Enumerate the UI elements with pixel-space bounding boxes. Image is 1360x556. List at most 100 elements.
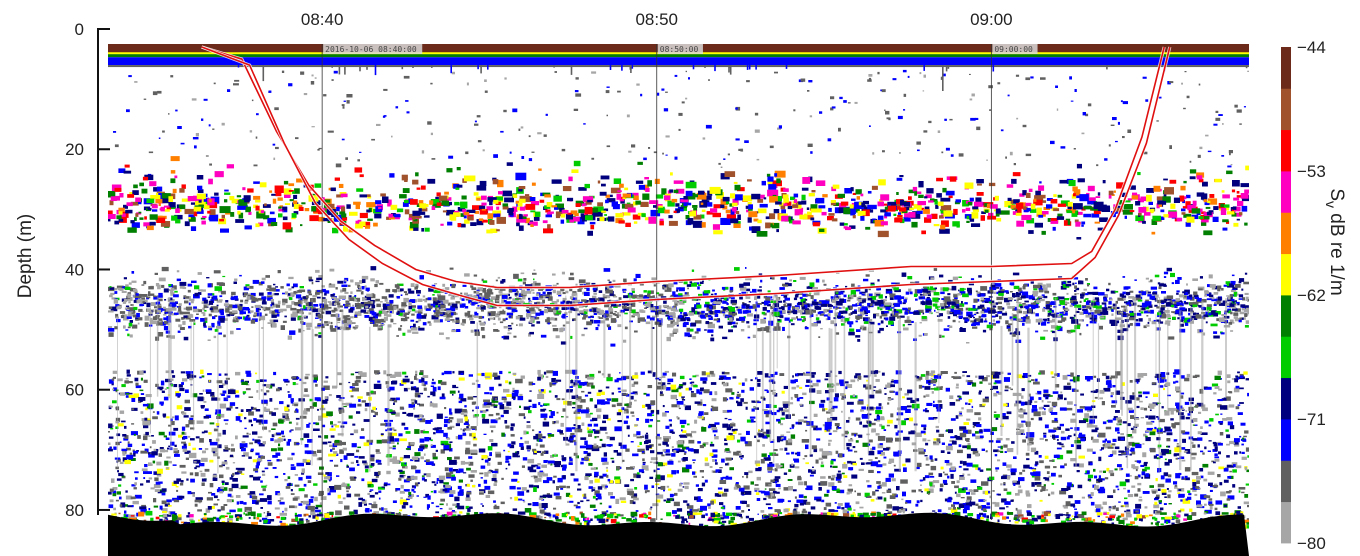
echo-sample xyxy=(1131,310,1134,313)
echo-sample xyxy=(284,315,287,318)
echo-sample xyxy=(1163,276,1167,278)
echo-sample xyxy=(1158,286,1162,290)
echo-sample xyxy=(919,322,922,324)
echo-sample xyxy=(233,83,239,86)
echo-sample xyxy=(560,422,564,427)
echo-sample xyxy=(722,300,727,304)
echo-sample xyxy=(1170,272,1175,278)
echo-sample xyxy=(1199,146,1203,150)
echo-sample xyxy=(148,151,154,154)
echo-sample xyxy=(313,375,318,381)
echo-sample xyxy=(440,308,445,312)
echo-sample xyxy=(1166,267,1172,272)
echo-sample xyxy=(1142,443,1145,445)
echo-sample xyxy=(475,300,479,304)
echo-sample xyxy=(193,322,196,325)
echo-sample xyxy=(410,459,414,462)
echo-sample xyxy=(157,284,161,290)
echo-sample xyxy=(417,313,422,316)
echo-sample xyxy=(805,444,809,450)
echo-sample xyxy=(1033,293,1038,297)
echo-sample xyxy=(327,321,331,324)
echo-sample xyxy=(321,288,326,293)
echo-sample xyxy=(1038,397,1042,400)
echo-sample xyxy=(819,111,823,114)
echo-sample xyxy=(830,304,834,307)
echo-sample xyxy=(665,154,668,156)
echo-sample xyxy=(125,393,130,395)
echo-sample xyxy=(942,73,946,77)
echo-sample xyxy=(254,439,261,444)
echo-sample xyxy=(275,304,281,308)
echo-sample xyxy=(393,291,397,294)
echo-sample xyxy=(417,294,420,297)
echo-sample xyxy=(471,287,477,291)
echo-sample xyxy=(967,287,972,292)
echo-sample xyxy=(1130,447,1135,452)
echo-sample xyxy=(406,498,410,501)
echo-sample xyxy=(451,312,454,316)
echo-sample xyxy=(873,314,876,319)
echo-sample xyxy=(841,316,846,319)
echo-sample xyxy=(1171,299,1176,303)
echo-sample xyxy=(283,473,286,475)
echo-sample xyxy=(404,305,408,307)
echo-sample xyxy=(745,310,749,314)
echo-sample xyxy=(933,267,938,271)
echo-sample xyxy=(197,292,202,295)
echo-sample xyxy=(274,507,280,510)
echo-sample xyxy=(555,335,560,339)
echo-sample xyxy=(746,321,750,324)
echo-sample xyxy=(136,299,143,303)
echo-sample xyxy=(1234,451,1238,455)
echo-sample xyxy=(1229,153,1231,156)
echo-sample xyxy=(885,110,890,115)
echo-sample xyxy=(783,304,786,307)
echo-sample xyxy=(966,342,970,344)
echo-sample xyxy=(392,289,398,292)
echo-sample xyxy=(1074,282,1077,284)
echo-sample xyxy=(349,297,355,301)
echo-sample xyxy=(515,315,520,320)
echo-sample xyxy=(1066,292,1069,295)
echo-sample xyxy=(668,419,672,422)
echo-sample xyxy=(757,303,762,305)
echo-sample xyxy=(286,283,290,287)
echo-sample xyxy=(989,109,992,111)
echo-sample xyxy=(606,377,613,382)
echo-sample xyxy=(591,447,600,452)
echo-sample xyxy=(447,302,451,306)
echo-sample xyxy=(1156,306,1160,309)
echo-sample xyxy=(754,484,759,486)
echo-sample xyxy=(331,309,335,312)
echo-sample xyxy=(680,318,686,322)
echo-sample xyxy=(890,313,893,317)
echo-sample xyxy=(742,310,748,314)
echo-sample xyxy=(1047,320,1053,323)
echo-sample xyxy=(1173,381,1176,384)
echo-sample xyxy=(1151,320,1157,325)
echo-sample xyxy=(1079,332,1082,336)
echo-sample xyxy=(385,381,389,385)
echo-sample xyxy=(1134,378,1140,383)
echo-sample xyxy=(735,322,738,325)
echo-sample xyxy=(413,323,416,328)
echo-sample xyxy=(1214,456,1220,459)
echo-sample xyxy=(333,307,337,312)
echo-sample xyxy=(1090,492,1094,496)
echo-sample xyxy=(1092,305,1098,308)
echo-sample xyxy=(922,288,928,293)
echo-sample xyxy=(693,310,698,315)
echo-sample xyxy=(616,312,620,315)
echo-sample xyxy=(1177,317,1180,320)
echo-sample xyxy=(946,462,953,466)
echo-sample xyxy=(337,306,340,309)
echo-sample xyxy=(609,436,615,441)
echo-sample xyxy=(929,476,935,478)
echo-sample xyxy=(128,322,133,327)
echo-sample xyxy=(235,416,241,421)
echo-sample xyxy=(601,457,608,462)
echo-sample xyxy=(115,426,119,429)
echo-sample xyxy=(970,307,977,311)
echo-sample xyxy=(1244,308,1249,313)
